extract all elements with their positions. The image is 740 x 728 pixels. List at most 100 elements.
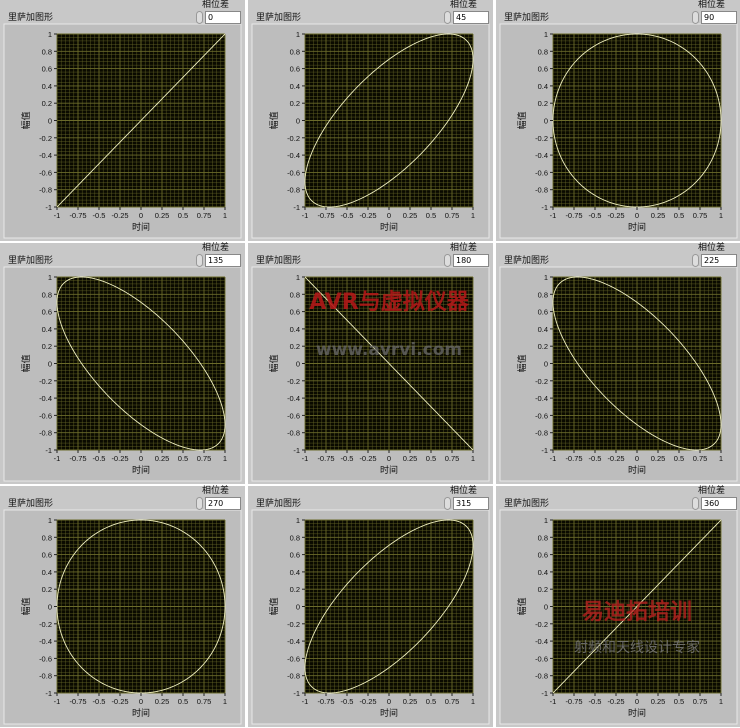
y-tick-label: -1 — [293, 689, 300, 698]
xy-graph-panel: -1 -0.75 -0.5 -0.25 0 0.25 0.5 0.75 1 1 0.8 0.6 0.4 0… — [0, 486, 245, 727]
x-tick-label: 0.75 — [445, 211, 460, 220]
increment-decrement-icon[interactable] — [444, 11, 451, 24]
y-tick-label: 0.8 — [290, 533, 300, 542]
y-tick-label: 0.6 — [290, 308, 300, 317]
increment-decrement-icon[interactable] — [444, 497, 451, 510]
increment-decrement-icon[interactable] — [692, 497, 699, 510]
phase-input[interactable]: 45 — [453, 11, 489, 24]
graph-title: 里萨加图形 — [256, 256, 302, 266]
phase-input[interactable]: 0 — [205, 11, 241, 24]
y-tick-label: 0.2 — [538, 99, 548, 108]
phase-control[interactable]: 270 — [196, 497, 242, 510]
graph-title: 里萨加图形 — [504, 256, 550, 266]
x-tick-label: 1 — [471, 211, 475, 220]
phase-input[interactable]: 270 — [205, 497, 241, 510]
x-tick-label: 0.25 — [651, 454, 666, 463]
x-tick-label: -0.75 — [317, 211, 334, 220]
increment-decrement-icon[interactable] — [196, 11, 203, 24]
x-axis-label: 时间 — [380, 707, 398, 718]
y-axis-label: 幅值 — [20, 597, 31, 615]
phase-input[interactable]: 180 — [453, 254, 489, 267]
phase-input[interactable]: 90 — [701, 11, 737, 24]
x-tick-label: -0.5 — [93, 454, 106, 463]
phase-input[interactable]: 360 — [701, 497, 737, 510]
y-tick-label: 0.6 — [538, 551, 548, 560]
xy-graph-panel: -1 -0.75 -0.5 -0.25 0 0.25 0.5 0.75 1 1 0.8 0.6 0.4 0… — [496, 243, 740, 484]
increment-decrement-icon[interactable] — [444, 254, 451, 267]
x-tick-label: -1 — [302, 211, 309, 220]
x-tick-label: 0 — [139, 454, 143, 463]
y-tick-label: -0.4 — [535, 394, 548, 403]
xy-graph-panel: -1 -0.75 -0.5 -0.25 0 0.25 0.5 0.75 1 1 0.8 0.6 0.4 0… — [248, 243, 493, 484]
y-tick-label: -1 — [45, 203, 52, 212]
phase-input[interactable]: 315 — [453, 497, 489, 510]
x-tick-label: 0.75 — [197, 454, 212, 463]
increment-decrement-icon[interactable] — [196, 254, 203, 267]
y-tick-label: -0.4 — [39, 394, 52, 403]
y-tick-label: -0.6 — [287, 654, 300, 663]
y-tick-label: 1 — [296, 273, 300, 282]
y-tick-label: 0.8 — [42, 290, 52, 299]
phase-control[interactable]: 315 — [444, 497, 490, 510]
x-tick-label: 0.5 — [674, 211, 684, 220]
graph-title: 里萨加图形 — [8, 499, 54, 509]
phase-control[interactable]: 135 — [196, 254, 242, 267]
x-tick-label: -0.75 — [69, 697, 86, 706]
y-tick-label: 1 — [544, 273, 548, 282]
y-tick-label: 0.4 — [538, 82, 548, 91]
x-tick-label: 0.25 — [403, 211, 418, 220]
x-tick-label: -0.75 — [317, 697, 334, 706]
y-tick-label: -0.4 — [287, 394, 300, 403]
x-tick-label: 0.25 — [403, 697, 418, 706]
y-axis-label: 幅值 — [268, 111, 279, 129]
y-tick-label: 0 — [296, 360, 300, 369]
y-tick-label: -0.8 — [287, 672, 300, 681]
phase-input[interactable]: 135 — [205, 254, 241, 267]
phase-control[interactable]: 180 — [444, 254, 490, 267]
y-axis-label: 幅值 — [268, 597, 279, 615]
y-tick-label: 1 — [48, 30, 52, 39]
y-tick-label: 0.6 — [42, 65, 52, 74]
y-tick-label: 0.6 — [538, 308, 548, 317]
y-tick-label: -1 — [541, 203, 548, 212]
increment-decrement-icon[interactable] — [692, 11, 699, 24]
x-tick-label: 0.5 — [426, 211, 436, 220]
y-tick-label: 0.2 — [538, 585, 548, 594]
x-tick-label: -0.75 — [565, 211, 582, 220]
x-tick-label: -0.25 — [607, 697, 624, 706]
x-axis-label: 时间 — [628, 464, 646, 475]
phase-input[interactable]: 225 — [701, 254, 737, 267]
phase-control[interactable]: 360 — [692, 497, 738, 510]
graph-title: 里萨加图形 — [256, 499, 302, 509]
x-tick-label: -0.25 — [111, 697, 128, 706]
x-tick-label: 0.75 — [693, 211, 708, 220]
y-tick-label: -0.2 — [535, 620, 548, 629]
lissajous-curve — [552, 519, 722, 694]
phase-label: 相位差 — [450, 243, 478, 253]
x-tick-label: 1 — [719, 697, 723, 706]
phase-label: 相位差 — [202, 486, 230, 496]
xy-graph-panel: -1 -0.75 -0.5 -0.25 0 0.25 0.5 0.75 1 1 0.8 0.6 0.4 0… — [496, 486, 740, 727]
y-tick-label: 0.8 — [538, 290, 548, 299]
phase-control[interactable]: 45 — [444, 11, 490, 24]
x-tick-label: 0 — [635, 697, 639, 706]
phase-control[interactable]: 225 — [692, 254, 738, 267]
y-tick-label: 0.4 — [290, 325, 300, 334]
y-tick-label: 0.4 — [538, 568, 548, 577]
y-tick-label: 0 — [296, 603, 300, 612]
y-tick-label: -0.2 — [287, 377, 300, 386]
x-tick-label: 0 — [139, 697, 143, 706]
x-tick-label: -0.25 — [607, 454, 624, 463]
y-tick-label: -0.8 — [287, 429, 300, 438]
lissajous-curve — [56, 33, 226, 208]
y-tick-label: 0.4 — [42, 82, 52, 91]
y-tick-label: 0.8 — [290, 290, 300, 299]
y-tick-label: 0.2 — [290, 99, 300, 108]
increment-decrement-icon[interactable] — [196, 497, 203, 510]
phase-control[interactable]: 0 — [196, 11, 242, 24]
increment-decrement-icon[interactable] — [692, 254, 699, 267]
y-tick-label: 0 — [544, 360, 548, 369]
x-tick-label: 0.75 — [693, 697, 708, 706]
phase-control[interactable]: 90 — [692, 11, 738, 24]
y-tick-label: -0.6 — [39, 168, 52, 177]
